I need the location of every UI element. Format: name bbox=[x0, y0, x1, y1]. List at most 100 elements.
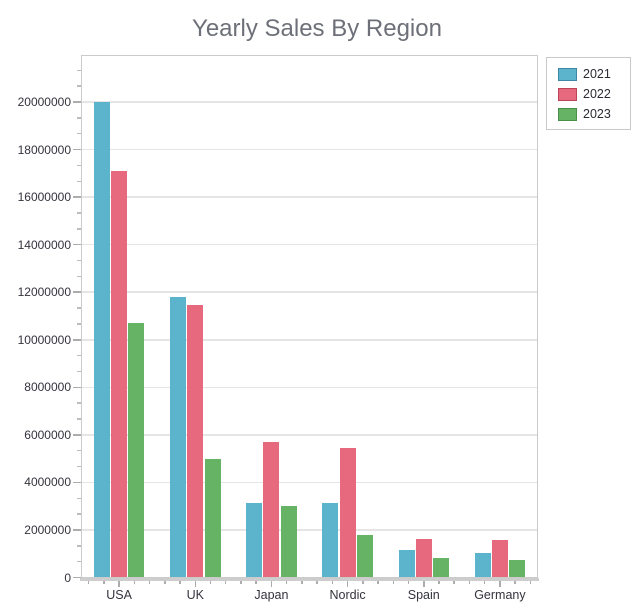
x-axis-minor-tick bbox=[483, 580, 486, 584]
y-axis-minor-tick bbox=[77, 497, 81, 499]
x-axis-label-uk: UK bbox=[186, 588, 204, 602]
x-axis-minor-tick bbox=[301, 580, 303, 584]
bar-uk-2023[interactable] bbox=[204, 458, 221, 578]
plot-area bbox=[81, 55, 538, 578]
bar-germany-2021[interactable] bbox=[474, 552, 491, 578]
chart-title: Yearly Sales By Region bbox=[192, 15, 442, 42]
y-axis-minor-tick bbox=[77, 449, 81, 452]
bar-spain-2021[interactable] bbox=[398, 550, 415, 578]
y-gridline-14000000 bbox=[82, 243, 537, 246]
x-axis-tick-spain bbox=[423, 580, 425, 587]
y-axis-minor-tick bbox=[77, 307, 81, 309]
x-axis-label-spain: Spain bbox=[407, 588, 440, 602]
y-axis-label-14000000: 14000000 bbox=[17, 237, 71, 252]
y-axis-minor-tick bbox=[77, 132, 81, 135]
bar-japan-2021[interactable] bbox=[246, 502, 263, 578]
y-axis-tick-0 bbox=[73, 576, 81, 579]
y-axis-label-2000000: 2000000 bbox=[24, 522, 71, 537]
x-axis-minor-tick bbox=[87, 580, 90, 584]
legend-swatch-2021 bbox=[558, 67, 577, 81]
bar-spain-2022[interactable] bbox=[415, 539, 432, 578]
bar-nordic-2023[interactable] bbox=[356, 534, 373, 578]
y-axis-minor-tick bbox=[77, 560, 81, 563]
x-axis-minor-tick bbox=[209, 580, 212, 584]
bar-japan-2022[interactable] bbox=[263, 441, 280, 578]
y-axis-label-6000000: 6000000 bbox=[24, 427, 71, 442]
bar-usa-2021[interactable] bbox=[93, 102, 110, 578]
x-axis-minor-tick bbox=[316, 580, 318, 584]
legend-swatch-2022 bbox=[558, 87, 577, 101]
y-axis-label-10000000: 10000000 bbox=[17, 332, 71, 347]
y-axis-tick-4000000 bbox=[73, 481, 81, 484]
y-gridline-18000000 bbox=[82, 148, 537, 151]
x-axis-tick-germany bbox=[499, 580, 501, 587]
x-axis-minor-tick bbox=[514, 580, 516, 584]
y-gridline-2000000 bbox=[82, 529, 537, 531]
y-axis-label-18000000: 18000000 bbox=[17, 142, 71, 157]
bar-nordic-2022[interactable] bbox=[339, 447, 356, 578]
bar-germany-2023[interactable] bbox=[509, 559, 526, 578]
y-axis-tick-10000000 bbox=[73, 339, 81, 341]
x-axis-label-nordic: Nordic bbox=[329, 588, 366, 602]
y-axis-minor-tick bbox=[77, 164, 81, 167]
y-axis-minor-tick bbox=[77, 275, 81, 278]
x-axis-minor-tick bbox=[392, 580, 395, 584]
x-axis-minor-tick bbox=[362, 580, 364, 584]
y-gridline-12000000 bbox=[82, 291, 537, 293]
y-axis-minor-tick bbox=[77, 402, 81, 404]
y-gridline-20000000 bbox=[82, 101, 537, 103]
y-gridline-16000000 bbox=[82, 196, 537, 198]
y-axis-label-16000000: 16000000 bbox=[17, 190, 71, 205]
x-axis-minor-tick bbox=[453, 580, 455, 584]
y-axis-minor-tick bbox=[77, 354, 81, 357]
y-axis-tick-2000000 bbox=[73, 529, 81, 531]
x-axis-minor-tick bbox=[240, 580, 242, 584]
x-axis-minor-tick bbox=[164, 580, 166, 584]
y-axis-tick-6000000 bbox=[73, 434, 81, 436]
x-axis-minor-tick bbox=[133, 580, 136, 584]
y-axis-minor-tick bbox=[77, 69, 81, 72]
bar-nordic-2021[interactable] bbox=[322, 502, 339, 578]
bar-usa-2022[interactable] bbox=[111, 170, 128, 578]
y-axis-tick-16000000 bbox=[73, 196, 81, 198]
y-axis-minor-tick bbox=[77, 228, 81, 230]
y-axis-minor-tick bbox=[77, 85, 81, 87]
bar-uk-2022[interactable] bbox=[187, 305, 204, 578]
y-axis-minor-tick bbox=[77, 465, 81, 468]
legend: 2021 2022 2023 bbox=[546, 57, 631, 130]
bar-japan-2023[interactable] bbox=[280, 506, 297, 578]
x-axis-label-japan: Japan bbox=[254, 588, 289, 602]
y-gridline-4000000 bbox=[82, 481, 537, 484]
y-axis-minor-tick bbox=[77, 545, 81, 547]
y-axis-tick-12000000 bbox=[73, 291, 81, 293]
y-axis-minor-tick bbox=[77, 212, 81, 214]
y-axis-tick-14000000 bbox=[73, 243, 81, 246]
y-gridline-6000000 bbox=[82, 434, 537, 436]
x-axis-tick-uk bbox=[194, 580, 196, 587]
bar-spain-2023[interactable] bbox=[433, 558, 449, 578]
y-axis-minor-tick bbox=[77, 180, 81, 183]
legend-swatch-2023 bbox=[558, 107, 577, 121]
y-axis-minor-tick bbox=[77, 513, 81, 515]
y-axis-minor-tick bbox=[77, 117, 81, 119]
legend-item-2022[interactable]: 2022 bbox=[547, 84, 630, 104]
y-axis-minor-tick bbox=[77, 418, 81, 420]
y-axis-minor-tick bbox=[77, 323, 81, 325]
x-axis-tick-nordic bbox=[346, 580, 349, 587]
x-axis-minor-tick bbox=[377, 580, 379, 584]
x-axis-label-usa: USA bbox=[106, 588, 132, 602]
x-axis-minor-tick bbox=[529, 580, 532, 584]
x-axis-minor-tick bbox=[285, 580, 288, 584]
legend-item-2021[interactable]: 2021 bbox=[547, 64, 630, 84]
legend-item-2023[interactable]: 2023 bbox=[547, 104, 630, 124]
legend-label-2023: 2023 bbox=[583, 107, 611, 121]
x-axis-line bbox=[80, 577, 539, 581]
x-axis-minor-tick bbox=[179, 580, 181, 584]
y-axis-label-4000000: 4000000 bbox=[24, 475, 71, 490]
legend-label-2021: 2021 bbox=[583, 67, 611, 81]
bar-germany-2022[interactable] bbox=[491, 539, 508, 578]
bar-uk-2021[interactable] bbox=[170, 296, 186, 578]
y-axis-tick-20000000 bbox=[73, 101, 81, 103]
bar-usa-2023[interactable] bbox=[128, 323, 145, 578]
x-axis-minor-tick bbox=[224, 580, 227, 584]
